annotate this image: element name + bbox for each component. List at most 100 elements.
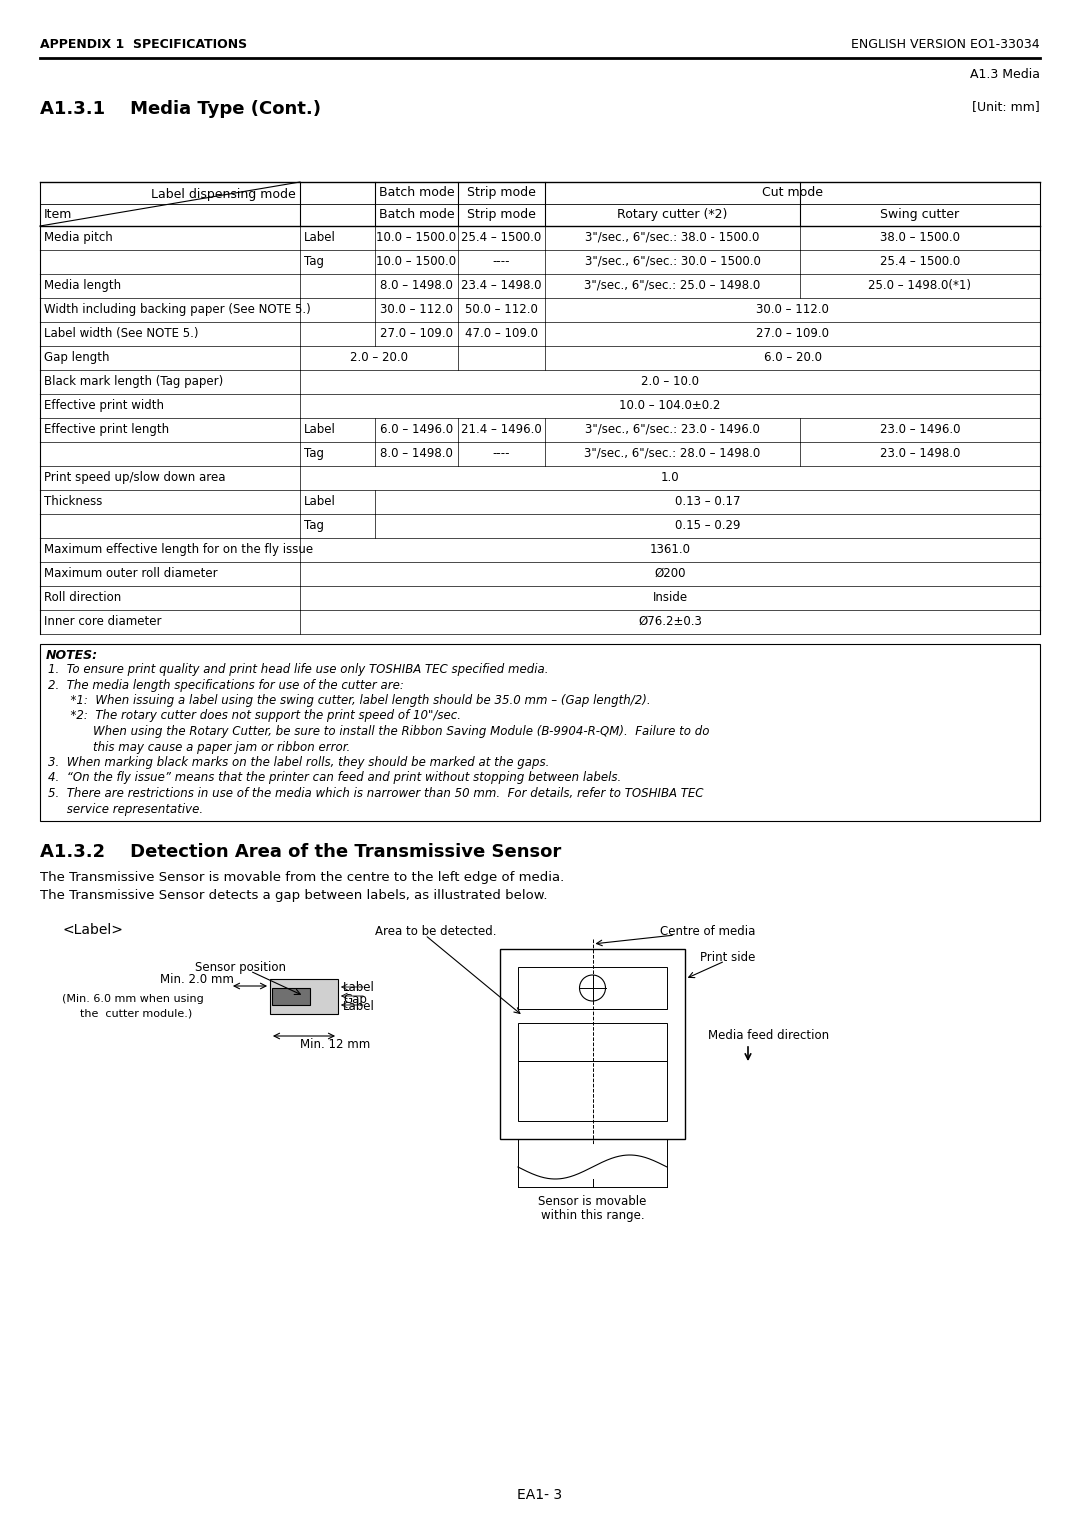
Text: 21.4 – 1496.0: 21.4 – 1496.0 [461,423,542,435]
Text: 47.0 – 109.0: 47.0 – 109.0 [465,327,538,341]
Text: Area to be detected.: Area to be detected. [375,924,497,938]
Text: 6.0 – 1496.0: 6.0 – 1496.0 [380,423,454,435]
Text: (Min. 6.0 mm when using: (Min. 6.0 mm when using [62,995,204,1004]
Text: The Transmissive Sensor is movable from the centre to the left edge of media.: The Transmissive Sensor is movable from … [40,871,564,885]
Text: Label: Label [343,999,375,1013]
Text: 2.  The media length specifications for use of the cutter are:: 2. The media length specifications for u… [48,678,404,692]
Text: Label dispensing mode: Label dispensing mode [151,188,296,202]
Text: 8.0 – 1498.0: 8.0 – 1498.0 [380,448,453,460]
Text: 10.0 – 1500.0: 10.0 – 1500.0 [377,255,457,267]
Text: 25.0 – 1498.0(*1): 25.0 – 1498.0(*1) [868,280,972,292]
Text: Label: Label [303,231,336,244]
Text: Media pitch: Media pitch [44,231,112,244]
Text: Gap length: Gap length [44,351,109,364]
Text: Item: Item [44,208,72,222]
Text: A1.3 Media: A1.3 Media [970,69,1040,81]
Text: NOTES:: NOTES: [46,649,98,662]
Text: Gap: Gap [343,993,367,1005]
Text: Maximum outer roll diameter: Maximum outer roll diameter [44,567,218,581]
Bar [518,1024,667,1060]
Text: 8.0 – 1498.0: 8.0 – 1498.0 [380,280,453,292]
Text: Print speed up/slow down area: Print speed up/slow down area [44,471,226,484]
Text: Effective print width: Effective print width [44,399,164,413]
Text: 2.0 – 10.0: 2.0 – 10.0 [642,374,699,388]
Text: When using the Rotary Cutter, be sure to install the Ribbon Saving Module (B-990: When using the Rotary Cutter, be sure to… [48,724,710,738]
Text: Label width (See NOTE 5.): Label width (See NOTE 5.) [44,327,199,341]
Text: the  cutter module.): the cutter module.) [80,1008,192,1018]
Text: Thickness: Thickness [44,495,103,507]
Text: Strip mode: Strip mode [467,208,536,222]
Text: 3.  When marking black marks on the label rolls, they should be marked at the ga: 3. When marking black marks on the label… [48,756,550,769]
Text: Tag: Tag [303,255,324,267]
Text: Min. 12 mm: Min. 12 mm [300,1038,370,1051]
Text: Centre of media: Centre of media [660,924,755,938]
Text: Maximum effective length for on the fly issue: Maximum effective length for on the fly … [44,542,313,556]
Text: 25.4 – 1500.0: 25.4 – 1500.0 [461,231,542,244]
Text: Effective print length: Effective print length [44,423,170,435]
Text: A1.3.2    Detection Area of the Transmissive Sensor: A1.3.2 Detection Area of the Transmissiv… [40,843,562,860]
Text: The Transmissive Sensor detects a gap between labels, as illustrated below.: The Transmissive Sensor detects a gap be… [40,889,548,902]
Text: 3"/sec., 6"/sec.: 28.0 – 1498.0: 3"/sec., 6"/sec.: 28.0 – 1498.0 [584,448,760,460]
Text: Roll direction: Roll direction [44,591,121,604]
Text: Swing cutter: Swing cutter [880,208,959,222]
Text: [Unit: mm]: [Unit: mm] [972,99,1040,113]
Text: 50.0 – 112.0: 50.0 – 112.0 [465,303,538,316]
Text: Sensor position: Sensor position [195,961,286,973]
Bar [272,989,310,1005]
Text: 1.  To ensure print quality and print head life use only TOSHIBA TEC specified m: 1. To ensure print quality and print hea… [48,663,549,675]
Text: Cut mode: Cut mode [762,186,823,199]
Text: ----: ---- [492,448,510,460]
Text: 1.0: 1.0 [661,471,679,484]
Text: Inner core diameter: Inner core diameter [44,614,162,628]
Text: *1:  When issuing a label using the swing cutter, label length should be 35.0 mm: *1: When issuing a label using the swing… [48,694,650,707]
Text: Sensor is movable: Sensor is movable [538,1195,647,1209]
Text: 30.0 – 112.0: 30.0 – 112.0 [756,303,829,316]
Text: Rotary cutter (*2): Rotary cutter (*2) [618,208,728,222]
Text: within this range.: within this range. [541,1209,645,1222]
Text: 25.4 – 1500.0: 25.4 – 1500.0 [880,255,960,267]
Text: 27.0 – 109.0: 27.0 – 109.0 [380,327,453,341]
Text: Inside: Inside [652,591,688,604]
Bar [270,979,338,1015]
Text: Media length: Media length [44,280,121,292]
Text: Ø200: Ø200 [654,567,686,581]
Text: 3"/sec., 6"/sec.: 38.0 - 1500.0: 3"/sec., 6"/sec.: 38.0 - 1500.0 [585,231,759,244]
Text: Batch mode: Batch mode [379,186,455,199]
Text: 6.0 – 20.0: 6.0 – 20.0 [764,351,822,364]
Text: 30.0 – 112.0: 30.0 – 112.0 [380,303,453,316]
Bar [518,967,667,1008]
Bar [518,1060,667,1122]
Text: service representative.: service representative. [48,802,203,816]
Text: 0.15 – 0.29: 0.15 – 0.29 [675,520,740,532]
Text: 27.0 – 109.0: 27.0 – 109.0 [756,327,829,341]
Text: EA1- 3: EA1- 3 [517,1488,563,1502]
Text: APPENDIX 1  SPECIFICATIONS: APPENDIX 1 SPECIFICATIONS [40,38,247,50]
Text: Black mark length (Tag paper): Black mark length (Tag paper) [44,374,224,388]
Text: Min. 2.0 mm: Min. 2.0 mm [160,973,234,986]
Text: 3"/sec., 6"/sec.: 23.0 - 1496.0: 3"/sec., 6"/sec.: 23.0 - 1496.0 [585,423,760,435]
Text: 10.0 – 104.0±0.2: 10.0 – 104.0±0.2 [619,399,720,413]
Text: 23.0 – 1498.0: 23.0 – 1498.0 [880,448,960,460]
Text: 0.13 – 0.17: 0.13 – 0.17 [675,495,740,507]
Text: 10.0 – 1500.0: 10.0 – 1500.0 [377,231,457,244]
Text: 3"/sec., 6"/sec.: 30.0 – 1500.0: 3"/sec., 6"/sec.: 30.0 – 1500.0 [584,255,760,267]
Bar [500,949,685,1138]
Text: 2.0 – 20.0: 2.0 – 20.0 [350,351,408,364]
Bar [40,643,1040,821]
Text: Label: Label [303,495,336,507]
Text: ENGLISH VERSION EO1-33034: ENGLISH VERSION EO1-33034 [851,38,1040,50]
Text: ----: ---- [492,255,510,267]
Text: 4.  “On the fly issue” means that the printer can feed and print without stoppin: 4. “On the fly issue” means that the pri… [48,772,621,784]
Text: <Label>: <Label> [62,923,123,937]
Text: 38.0 – 1500.0: 38.0 – 1500.0 [880,231,960,244]
Text: *2:  The rotary cutter does not support the print speed of 10"/sec.: *2: The rotary cutter does not support t… [48,709,461,723]
Text: Media feed direction: Media feed direction [708,1028,829,1042]
Text: Tag: Tag [303,448,324,460]
Text: 5.  There are restrictions in use of the media which is narrower than 50 mm.  Fo: 5. There are restrictions in use of the … [48,787,703,801]
Text: Strip mode: Strip mode [467,186,536,199]
Text: 23.4 – 1498.0: 23.4 – 1498.0 [461,280,542,292]
Text: 1361.0: 1361.0 [649,542,690,556]
Text: Batch mode: Batch mode [379,208,455,222]
Text: A1.3.1    Media Type (Cont.): A1.3.1 Media Type (Cont.) [40,99,321,118]
Text: 23.0 – 1496.0: 23.0 – 1496.0 [880,423,960,435]
